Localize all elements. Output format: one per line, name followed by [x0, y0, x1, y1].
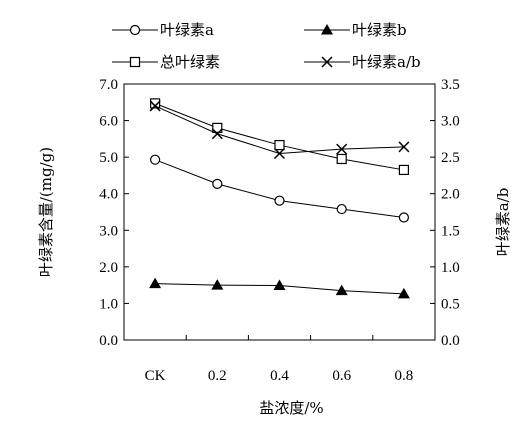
y-tick-label: 0.0	[99, 333, 118, 349]
legend-item: 叶绿素a	[112, 21, 214, 39]
y2-tick-label: 2.0	[441, 187, 460, 203]
legend-label: 叶绿素b	[352, 21, 407, 39]
y-tick-label: 3.0	[99, 223, 118, 239]
data-point-x	[321, 56, 333, 68]
y2-tick-label: 1.0	[441, 260, 460, 276]
data-point-x	[149, 100, 161, 112]
legend-label: 叶绿素a	[160, 21, 214, 39]
y2-tick-label: 1.5	[441, 223, 460, 239]
data-point-triangle	[273, 279, 286, 291]
x-tick-label: 0.6	[332, 368, 351, 384]
data-point-circle	[129, 24, 141, 36]
y-tick-label: 6.0	[99, 114, 118, 130]
data-point-circle	[150, 154, 161, 165]
legend-item: 总叶绿素	[112, 53, 220, 71]
y-tick-label: 7.0	[99, 77, 118, 93]
x-tick-label: CK	[145, 368, 166, 384]
data-point-triangle	[397, 287, 410, 299]
data-point-circle	[212, 178, 223, 189]
data-point-square	[336, 153, 347, 165]
data-point-x	[336, 143, 348, 155]
series-3	[150, 98, 409, 176]
data-point-triangle	[211, 279, 224, 290]
y-tick-label: 1.0	[99, 296, 118, 312]
series-2	[149, 277, 410, 299]
x-axis-title: 盐浓度/%	[259, 399, 323, 417]
data-point-square	[274, 139, 285, 151]
legend-item: 叶绿素b	[304, 21, 407, 39]
y2-tick-label: 0.5	[441, 296, 460, 312]
x-tick-label: 0.8	[395, 368, 414, 384]
data-point-triangle	[321, 24, 333, 35]
x-tick-label: 0.4	[270, 368, 289, 384]
data-point-x	[211, 128, 223, 140]
data-point-circle	[274, 195, 285, 206]
data-point-square	[129, 56, 141, 68]
data-point-circle	[398, 212, 409, 223]
data-point-triangle	[149, 277, 162, 289]
y-tick-label: 5.0	[99, 150, 118, 166]
data-point-square	[150, 98, 161, 109]
y2-tick-label: 2.5	[441, 150, 460, 166]
series-1	[150, 154, 409, 223]
x-tick-label: 0.2	[208, 368, 227, 384]
y2-tick-label: 3.0	[441, 114, 460, 130]
y-tick-label: 2.0	[99, 260, 118, 276]
y2-tick-label: 3.5	[441, 77, 460, 93]
data-point-x	[398, 141, 410, 153]
series-line	[154, 102, 404, 171]
y-axis-title: 叶绿素含量/(mg/g)	[37, 147, 55, 277]
legend-label: 总叶绿素	[160, 53, 220, 71]
data-point-square	[398, 164, 409, 176]
data-point-triangle	[335, 284, 348, 296]
series-line	[154, 159, 404, 218]
legend-label: 叶绿素a/b	[352, 53, 421, 71]
y-tick-label: 4.0	[99, 187, 118, 203]
y2-axis-title: 叶绿素a/b	[494, 188, 512, 257]
data-point-square	[212, 122, 223, 133]
legend-item: 叶绿素a/b	[304, 53, 421, 71]
data-point-x	[273, 147, 286, 160]
series-4	[149, 100, 410, 160]
y2-tick-label: 0.0	[441, 333, 460, 349]
data-point-circle	[336, 203, 347, 215]
plot-area-frame	[123, 83, 436, 341]
